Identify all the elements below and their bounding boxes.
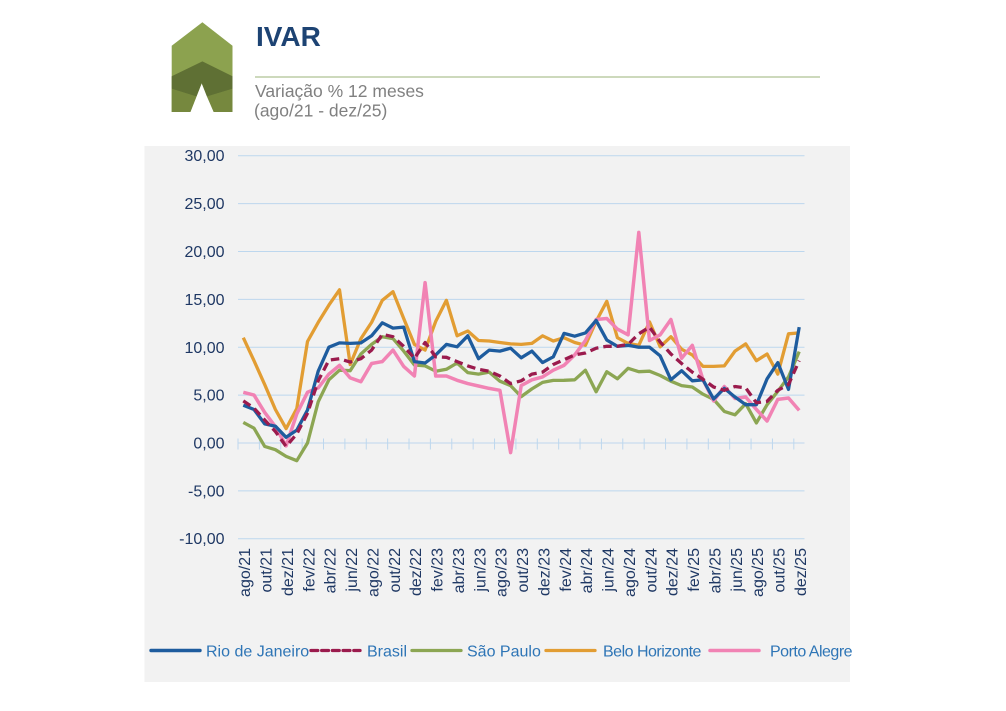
svg-text:fev/23: fev/23 <box>430 548 447 592</box>
svg-text:out/24: out/24 <box>643 548 660 593</box>
svg-text:ago/24: ago/24 <box>622 548 639 597</box>
svg-text:dez/21: dez/21 <box>280 548 297 596</box>
svg-text:São Paulo: São Paulo <box>467 644 541 661</box>
svg-text:dez/22: dez/22 <box>408 548 425 596</box>
svg-text:abr/23: abr/23 <box>451 548 468 593</box>
svg-text:5,00: 5,00 <box>193 388 224 405</box>
svg-text:-10,00: -10,00 <box>179 531 224 548</box>
svg-text:ago/23: ago/23 <box>494 548 511 597</box>
svg-text:dez/23: dez/23 <box>536 548 553 596</box>
svg-text:Porto Alegre: Porto Alegre <box>770 644 853 661</box>
svg-text:abr/25: abr/25 <box>707 548 724 593</box>
svg-text:abr/24: abr/24 <box>579 548 596 593</box>
svg-text:Brasil: Brasil <box>367 644 407 661</box>
svg-text:ago/25: ago/25 <box>750 548 767 597</box>
svg-text:out/25: out/25 <box>772 548 789 593</box>
svg-text:jun/24: jun/24 <box>601 548 618 593</box>
svg-text:Rio de Janeiro: Rio de Janeiro <box>206 644 309 661</box>
svg-text:30,00: 30,00 <box>184 148 224 165</box>
svg-text:ago/21: ago/21 <box>237 548 254 597</box>
svg-text:out/22: out/22 <box>387 548 404 593</box>
svg-text:jun/25: jun/25 <box>729 548 746 593</box>
svg-text:IVAR: IVAR <box>256 21 321 52</box>
svg-text:out/23: out/23 <box>515 548 532 593</box>
svg-text:abr/22: abr/22 <box>323 548 340 593</box>
svg-text:20,00: 20,00 <box>184 244 224 261</box>
svg-text:fev/24: fev/24 <box>558 548 575 592</box>
svg-text:out/21: out/21 <box>259 548 276 593</box>
svg-text:dez/25: dez/25 <box>793 548 810 596</box>
svg-text:25,00: 25,00 <box>184 196 224 213</box>
svg-text:15,00: 15,00 <box>184 292 224 309</box>
svg-text:jun/22: jun/22 <box>344 548 361 593</box>
svg-text:Belo Horizonte: Belo Horizonte <box>603 644 702 661</box>
svg-text:jun/23: jun/23 <box>472 548 489 593</box>
svg-text:10,00: 10,00 <box>184 340 224 357</box>
svg-text:-5,00: -5,00 <box>188 483 225 500</box>
svg-text:fev/25: fev/25 <box>686 548 703 592</box>
svg-text:ago/22: ago/22 <box>365 548 382 597</box>
svg-text:0,00: 0,00 <box>193 436 224 453</box>
svg-text:fev/22: fev/22 <box>301 548 318 592</box>
svg-text:(ago/21 - dez/25): (ago/21 - dez/25) <box>254 101 387 121</box>
svg-text:Variação % 12 meses: Variação % 12 meses <box>255 81 424 101</box>
svg-text:dez/24: dez/24 <box>665 548 682 596</box>
